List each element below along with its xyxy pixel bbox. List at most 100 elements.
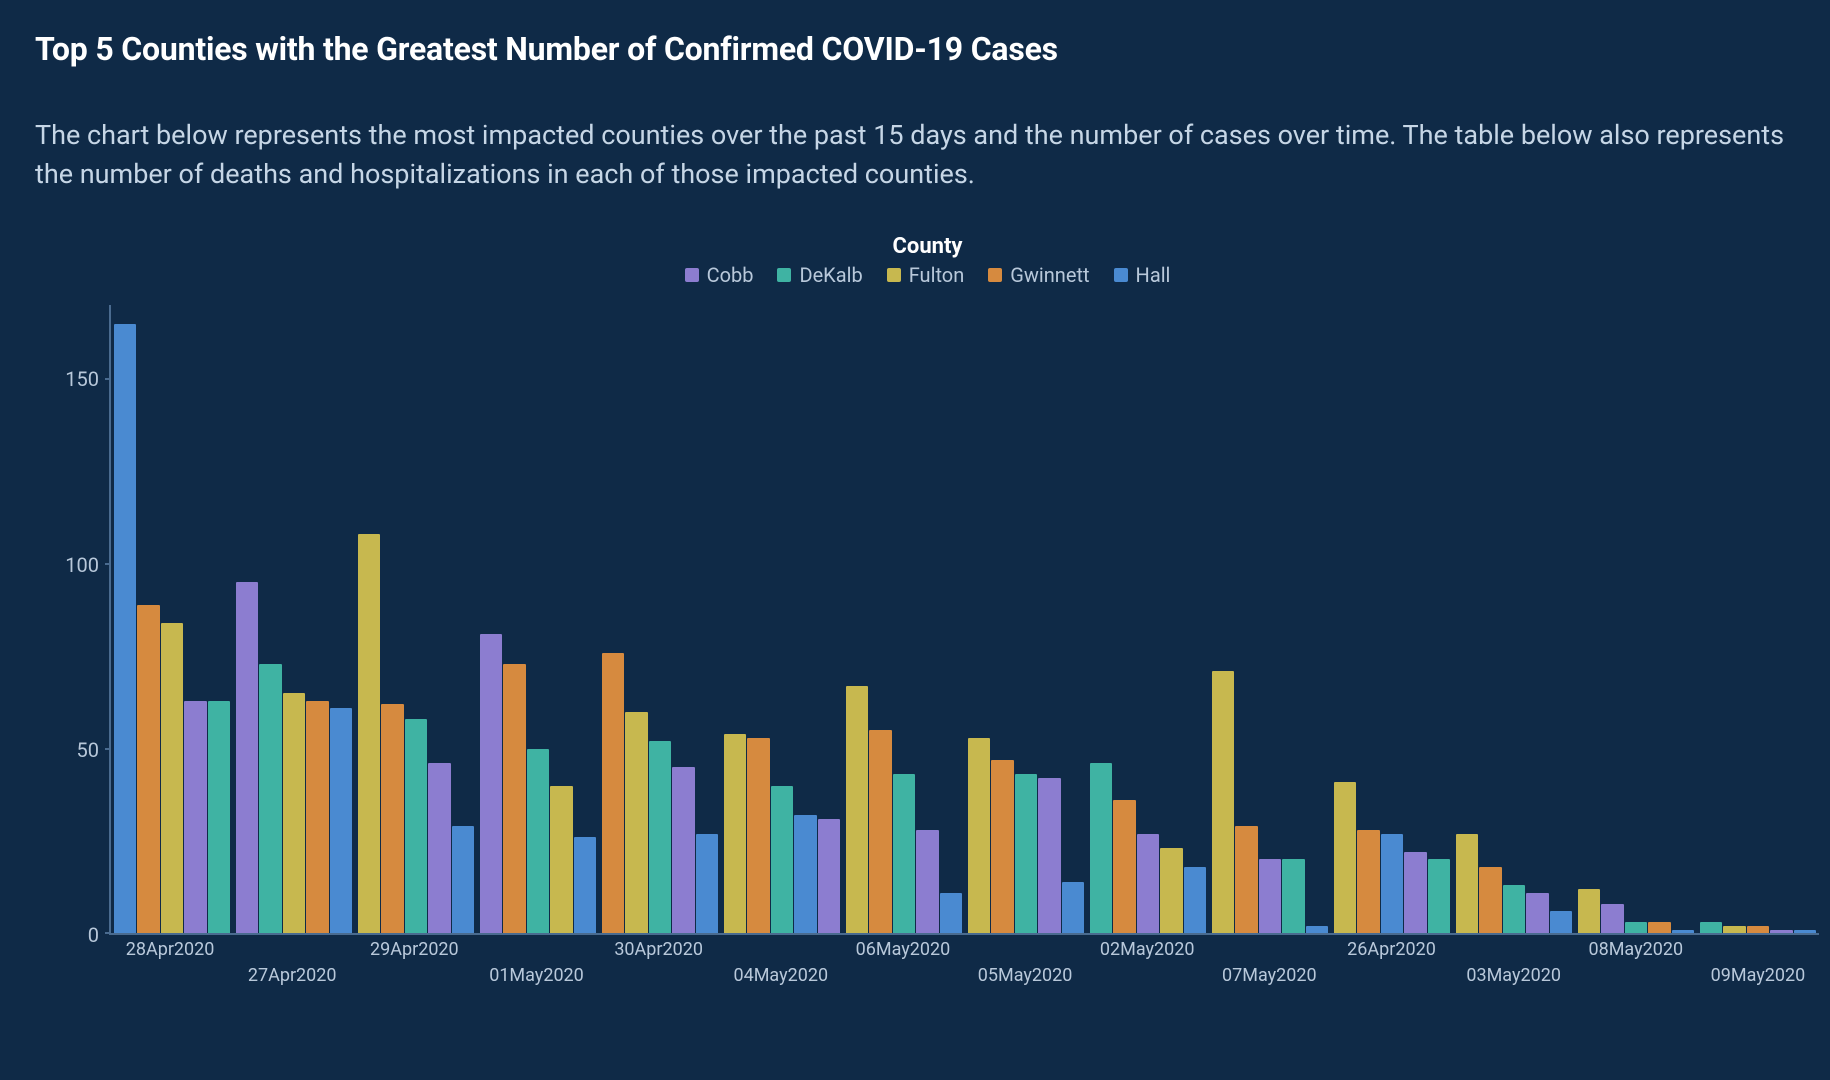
bar-gwinnett[interactable] <box>1113 800 1135 933</box>
bar-fulton[interactable] <box>1334 782 1356 933</box>
bar-gwinnett[interactable] <box>991 760 1013 934</box>
bar-hall[interactable] <box>1184 867 1206 933</box>
bar-fulton[interactable] <box>625 712 647 934</box>
bar-hall[interactable] <box>1794 930 1816 934</box>
bar-dekalb[interactable] <box>208 701 230 934</box>
bar-dekalb[interactable] <box>1503 885 1525 933</box>
chart-subtitle: The chart below represents the most impa… <box>35 116 1815 194</box>
bar-cobb[interactable] <box>1526 893 1548 934</box>
bar-cobb[interactable] <box>672 767 694 933</box>
bar-fulton[interactable] <box>1456 834 1478 934</box>
bar-hall[interactable] <box>1381 834 1403 934</box>
bar-hall[interactable] <box>452 826 474 933</box>
bar-hall[interactable] <box>794 815 816 933</box>
y-tick-mark <box>105 378 111 380</box>
chart-area: 050100150 28Apr2020 27Apr2020 29Apr2020 01M… <box>39 305 1819 995</box>
bar-fulton[interactable] <box>283 693 305 933</box>
x-tick-label: 06May2020 <box>856 939 951 960</box>
bar-hall[interactable] <box>1062 882 1084 934</box>
dashboard-panel: Top 5 Counties with the Greatest Number … <box>0 0 1830 1080</box>
bar-dekalb[interactable] <box>1015 774 1037 933</box>
bar-dekalb[interactable] <box>405 719 427 933</box>
bar-hall[interactable] <box>330 708 352 933</box>
bar-gwinnett[interactable] <box>1357 830 1379 933</box>
legend-item-dekalb[interactable]: DeKalb <box>777 263 862 287</box>
bar-cobb[interactable] <box>1770 930 1792 934</box>
legend-swatch <box>685 268 699 282</box>
bar-gwinnett[interactable] <box>1479 867 1501 933</box>
bar-hall[interactable] <box>940 893 962 934</box>
bar-fulton[interactable] <box>1160 848 1182 933</box>
bar-group <box>965 305 1087 933</box>
y-axis: 050100150 <box>39 305 105 935</box>
bar-hall[interactable] <box>1672 930 1694 934</box>
bar-dekalb[interactable] <box>1700 922 1722 933</box>
bar-dekalb[interactable] <box>893 774 915 933</box>
x-tick-label: 07May2020 <box>1222 965 1317 986</box>
bar-gwinnett[interactable] <box>137 605 159 934</box>
bar-hall[interactable] <box>114 324 136 934</box>
bar-fulton[interactable] <box>161 623 183 933</box>
legend: County Cobb DeKalb Fulton Gwinnett Hall <box>35 234 1820 287</box>
bar-group <box>477 305 599 933</box>
legend-label: Hall <box>1136 263 1171 287</box>
legend-item-gwinnett[interactable]: Gwinnett <box>988 263 1089 287</box>
bar-dekalb[interactable] <box>1428 859 1450 933</box>
bar-cobb[interactable] <box>818 819 840 934</box>
bar-dekalb[interactable] <box>527 749 549 934</box>
bar-gwinnett[interactable] <box>1648 922 1670 933</box>
bar-dekalb[interactable] <box>649 741 671 933</box>
bar-cobb[interactable] <box>1404 852 1426 933</box>
bar-group <box>1453 305 1575 933</box>
x-tick-label: 01May2020 <box>489 965 584 986</box>
legend-item-hall[interactable]: Hall <box>1114 263 1171 287</box>
legend-label: Gwinnett <box>1010 263 1089 287</box>
legend-item-cobb[interactable]: Cobb <box>685 263 754 287</box>
bar-hall[interactable] <box>1306 926 1328 933</box>
bar-fulton[interactable] <box>968 738 990 934</box>
chart-title: Top 5 Counties with the Greatest Number … <box>35 30 1820 68</box>
bar-cobb[interactable] <box>1259 859 1281 933</box>
bar-fulton[interactable] <box>358 534 380 933</box>
bar-cobb[interactable] <box>480 634 502 933</box>
bar-cobb[interactable] <box>428 763 450 933</box>
bar-cobb[interactable] <box>236 582 258 933</box>
bar-group <box>1575 305 1697 933</box>
bar-dekalb[interactable] <box>1090 763 1112 933</box>
bar-fulton[interactable] <box>1212 671 1234 933</box>
x-tick-label: 29Apr2020 <box>370 939 459 960</box>
bar-hall[interactable] <box>1550 911 1572 933</box>
bar-gwinnett[interactable] <box>602 653 624 934</box>
x-tick-label: 28Apr2020 <box>126 939 215 960</box>
bar-gwinnett[interactable] <box>381 704 403 933</box>
bar-gwinnett[interactable] <box>1747 926 1769 933</box>
y-tick-mark <box>105 932 111 934</box>
bar-gwinnett[interactable] <box>747 738 769 934</box>
bar-fulton[interactable] <box>1578 889 1600 933</box>
bar-cobb[interactable] <box>1137 834 1159 934</box>
bar-dekalb[interactable] <box>1282 859 1304 933</box>
x-tick-label: 04May2020 <box>733 965 828 986</box>
plot-area <box>109 305 1819 935</box>
bar-dekalb[interactable] <box>1625 922 1647 933</box>
bar-fulton[interactable] <box>724 734 746 933</box>
bar-cobb[interactable] <box>1601 904 1623 934</box>
bar-cobb[interactable] <box>916 830 938 933</box>
bar-gwinnett[interactable] <box>306 701 328 934</box>
legend-item-fulton[interactable]: Fulton <box>887 263 965 287</box>
bar-fulton[interactable] <box>1723 926 1745 933</box>
x-tick-label: 27Apr2020 <box>248 965 337 986</box>
bar-cobb[interactable] <box>1038 778 1060 933</box>
bar-dekalb[interactable] <box>259 664 281 934</box>
bar-gwinnett[interactable] <box>869 730 891 933</box>
bar-hall[interactable] <box>696 834 718 934</box>
x-axis: 28Apr202027Apr202029Apr202001May202030Ap… <box>109 935 1819 995</box>
bar-gwinnett[interactable] <box>503 664 525 934</box>
bar-gwinnett[interactable] <box>1235 826 1257 933</box>
bar-fulton[interactable] <box>550 786 572 934</box>
bar-hall[interactable] <box>574 837 596 933</box>
legend-title: County <box>35 234 1820 259</box>
bar-dekalb[interactable] <box>771 786 793 934</box>
bar-cobb[interactable] <box>184 701 206 934</box>
bar-fulton[interactable] <box>846 686 868 934</box>
